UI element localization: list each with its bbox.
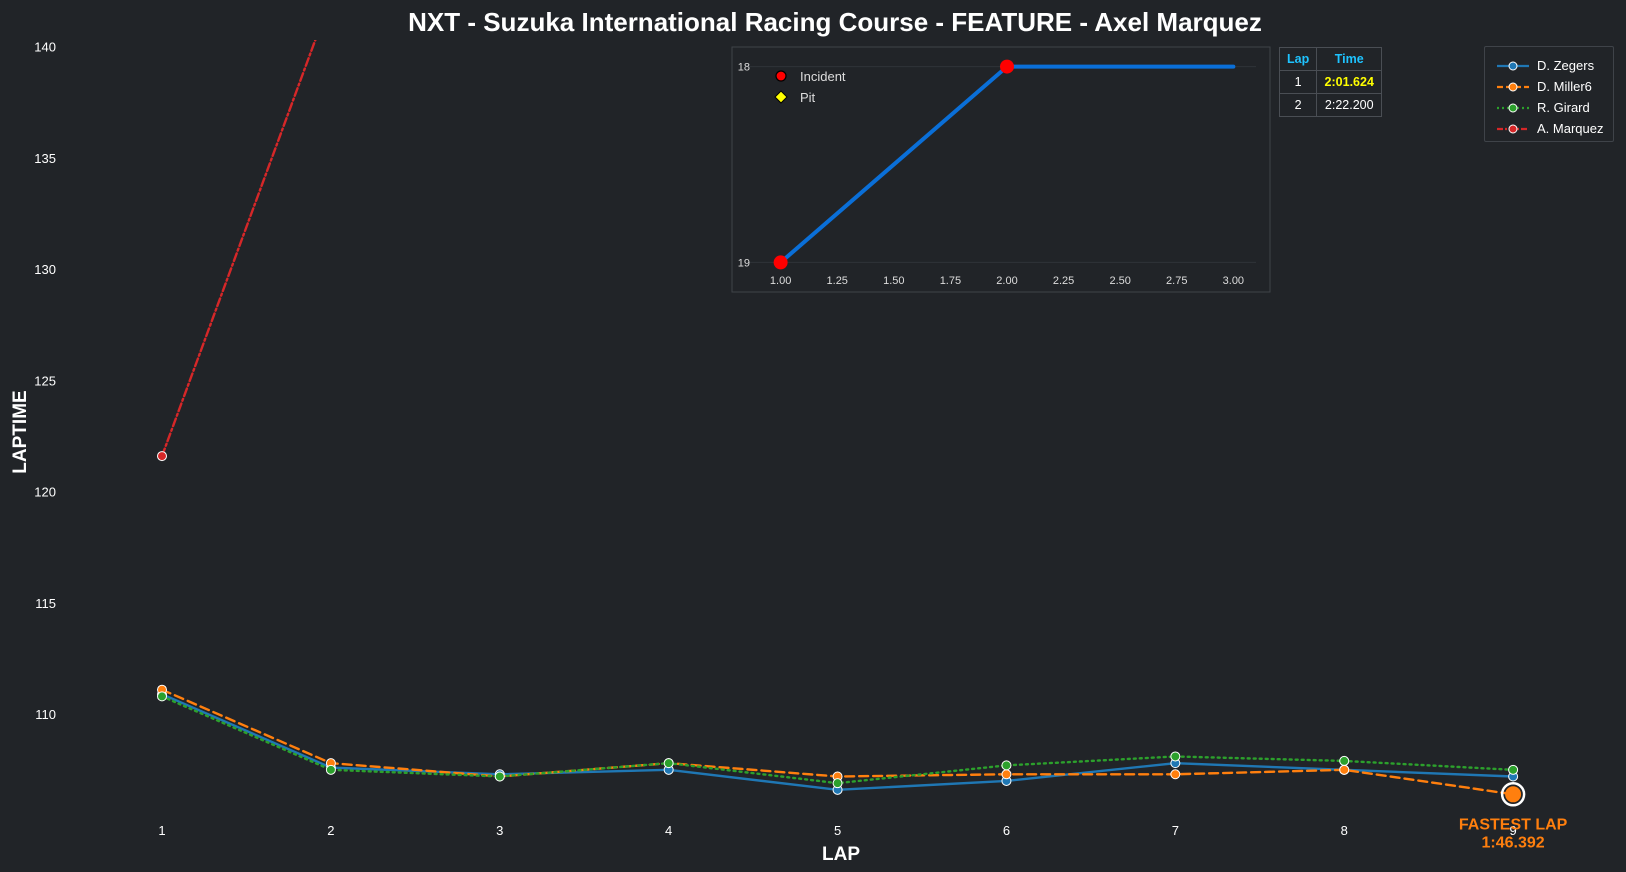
legend-marker (1508, 82, 1518, 91)
y-tick-label: 110 (35, 707, 56, 722)
x-axis-ticks: 1 2 3 4 5 6 7 8 9 (158, 823, 1516, 838)
lap-cell: 2 (1278, 93, 1318, 117)
legend-marker (1508, 103, 1518, 112)
data-point (1339, 764, 1350, 775)
lap-cell: 1 (1278, 70, 1318, 94)
legend-item: R. Girard (1495, 97, 1613, 118)
inset-legend: Incident Pit (774, 69, 846, 105)
chart-title: NXT - Suzuka International Racing Course… (408, 7, 1262, 37)
data-point (494, 771, 505, 782)
y-tick-label: 135 (34, 151, 56, 166)
incident-legend-icon (775, 70, 787, 82)
data-point (157, 691, 167, 702)
inset-y-tick-label: 19 (738, 257, 750, 269)
time-cell: 2:01.624 (1316, 70, 1383, 94)
legend-marker (1508, 61, 1518, 70)
series-line (160, 40, 317, 458)
fastest-lap-marker (1505, 786, 1522, 803)
legend-label: R. Girard (1537, 100, 1590, 115)
legend-item: A. Marquez (1495, 118, 1613, 139)
legend-swatch (1497, 103, 1529, 112)
legend-label: A. Marquez (1537, 121, 1604, 136)
y-tick-label: 115 (35, 596, 56, 611)
data-point (325, 764, 336, 775)
legend-label: D. Zegers (1537, 58, 1595, 73)
data-point (1001, 760, 1012, 771)
inset-legend-label: Pit (800, 90, 816, 105)
legend-swatch (1497, 82, 1529, 91)
incident-marker (773, 255, 788, 270)
y-tick-label: 130 (34, 262, 56, 277)
inset-x-ticks: 1.00 1.25 1.50 1.75 2.00 2.25 2.50 2.75 3.00 (770, 275, 1244, 287)
inset-x-tick-label: 2.75 (1166, 275, 1187, 287)
y-tick-label: 140 (34, 40, 56, 55)
legend-swatch (1497, 124, 1529, 133)
x-tick-label: 4 (665, 823, 672, 838)
time-column-header: Time (1316, 47, 1383, 71)
x-tick-label: 8 (1341, 823, 1348, 838)
inset-x-tick-label: 1.75 (940, 275, 961, 287)
y-tick-label: 120 (34, 485, 56, 500)
data-point (157, 451, 167, 462)
lap-column-header: Lap (1278, 47, 1318, 71)
fastest-lap-ring (1500, 782, 1526, 807)
inset-x-tick-label: 2.00 (996, 275, 1017, 287)
inset-x-tick-label: 1.25 (827, 275, 848, 287)
lap-time-table: Lap Time 1 2:01.624 2 2:22.200 (1278, 47, 1383, 117)
data-point (1170, 769, 1181, 780)
x-tick-label: 2 (327, 823, 334, 838)
inset-series (773, 59, 1236, 270)
table-row: 1 2:01.624 (1278, 70, 1383, 94)
inset-frame (731, 46, 1271, 293)
inset-y-tick-label: 18 (738, 62, 750, 74)
table-row: 2 2:22.200 (1278, 93, 1383, 117)
legend-label: D. Miller6 (1537, 79, 1592, 94)
fastest-lap-label: FASTEST LAP (1459, 816, 1568, 833)
y-tick-label: 125 (34, 373, 56, 388)
incident-marker (1000, 59, 1014, 74)
legend-swatch (1497, 61, 1529, 70)
fastest-lap-value: 1:46.392 (1482, 834, 1545, 851)
inset-x-tick-label: 3.00 (1223, 275, 1244, 287)
chart-legend: D. Zegers D. Miller6 R. Girard A. Marque… (1484, 46, 1614, 142)
inset-x-tick-label: 1.50 (883, 275, 904, 287)
data-point (1339, 755, 1350, 766)
incident-inset-chart: 1.00 1.25 1.50 1.75 2.00 2.25 2.50 2.75 3.00 181… (731, 46, 1271, 293)
x-tick-label: 6 (1003, 823, 1010, 838)
inset-legend-label: Incident (800, 69, 846, 84)
x-tick-label: 7 (1172, 823, 1179, 838)
data-point (1508, 764, 1519, 775)
inset-x-tick-label: 1.00 (770, 275, 791, 287)
inset-x-tick-label: 2.25 (1053, 275, 1074, 287)
legend-marker (1508, 124, 1518, 133)
data-point (1001, 769, 1012, 780)
pit-legend-icon (774, 90, 788, 104)
legend-item: D. Zegers (1495, 55, 1613, 76)
x-axis-label: LAP (822, 844, 860, 865)
data-point (663, 758, 674, 769)
data-point (832, 778, 843, 789)
y-axis-label: LAPTIME (10, 390, 31, 473)
x-tick-label: 1 (158, 823, 165, 838)
x-tick-label: 3 (496, 823, 503, 838)
legend-item: D. Miller6 (1495, 76, 1613, 97)
x-tick-label: 9 (1509, 823, 1516, 838)
y-axis-ticks: 110 115 120 125 130 135 140 (34, 40, 56, 723)
x-tick-label: 5 (834, 823, 841, 838)
inset-x-tick-label: 2.50 (1109, 275, 1130, 287)
data-point (1170, 751, 1181, 762)
series-layer (157, 40, 1519, 800)
time-cell: 2:22.200 (1316, 93, 1383, 117)
fastest-lap-annotation: FASTEST LAP 1:46.392 (1459, 782, 1568, 851)
